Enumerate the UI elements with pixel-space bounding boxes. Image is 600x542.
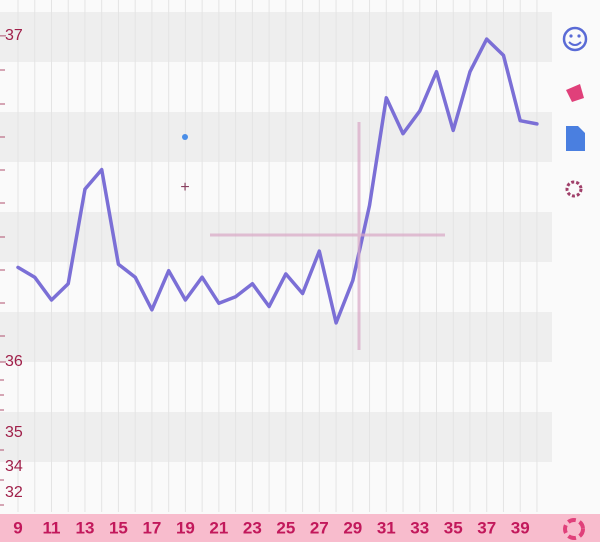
x-tick-label: 35: [444, 518, 463, 537]
cycle-icon[interactable]: [563, 518, 585, 540]
x-tick-label: 23: [243, 518, 262, 537]
x-tick-label: 19: [176, 518, 195, 537]
x-tick-label: 13: [75, 518, 94, 537]
x-tick-label: 17: [142, 518, 161, 537]
note-icon[interactable]: [566, 126, 585, 151]
stripes: [0, 12, 552, 462]
x-tick-label: 21: [209, 518, 228, 537]
x-tick-label: 29: [343, 518, 362, 537]
side-label: 34: [5, 458, 23, 475]
plot: [16, 37, 539, 325]
x-tick-label: 31: [377, 518, 396, 537]
y-tick-label: 37: [5, 27, 23, 44]
x-tick-label: 15: [109, 518, 128, 537]
marker-dot: [182, 134, 188, 140]
marker-plus: +: [180, 179, 189, 196]
side-label: 35: [5, 424, 23, 441]
flower-icon[interactable]: [565, 180, 583, 198]
x-tick-label: 39: [511, 518, 530, 537]
x-tick-label: 33: [410, 518, 429, 537]
side-icons[interactable]: [562, 26, 588, 540]
side-label: 32: [5, 484, 23, 501]
x-tick-label: 25: [276, 518, 295, 537]
left-ticks: [0, 69, 5, 506]
y-tick-label: 36: [5, 353, 23, 370]
day-grid: [17, 0, 538, 512]
x-tick-label: 9: [13, 518, 22, 537]
x-tick-label: 37: [477, 518, 496, 537]
crosshair: [210, 122, 445, 350]
x-tick-label: 11: [42, 518, 60, 537]
x-axis-bar: [0, 514, 600, 542]
smiley-icon[interactable]: [562, 26, 588, 52]
pill-icon[interactable]: [566, 84, 584, 102]
temperature-line: [16, 37, 539, 325]
x-tick-label: 27: [310, 518, 329, 537]
